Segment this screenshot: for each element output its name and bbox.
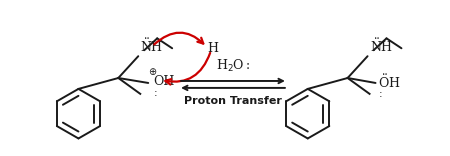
Text: Proton Transfer: Proton Transfer xyxy=(184,96,282,106)
Text: $\mathregular{\ddot{O}}$H: $\mathregular{\ddot{O}}$H xyxy=(378,73,400,91)
Text: $\mathregular{\oplus}$: $\mathregular{\oplus}$ xyxy=(148,66,158,77)
Text: $\mathregular{\ddot{N}}$H: $\mathregular{\ddot{N}}$H xyxy=(140,38,163,55)
Text: H$_2$O$\mathregular{:}$: H$_2$O$\mathregular{:}$ xyxy=(216,58,250,74)
Text: $\mathregular{\ddot{N}}$H: $\mathregular{\ddot{N}}$H xyxy=(369,38,393,55)
Text: H: H xyxy=(207,42,219,55)
Text: OH: OH xyxy=(153,76,175,88)
Text: :: : xyxy=(378,89,382,99)
Text: :: : xyxy=(154,88,158,98)
